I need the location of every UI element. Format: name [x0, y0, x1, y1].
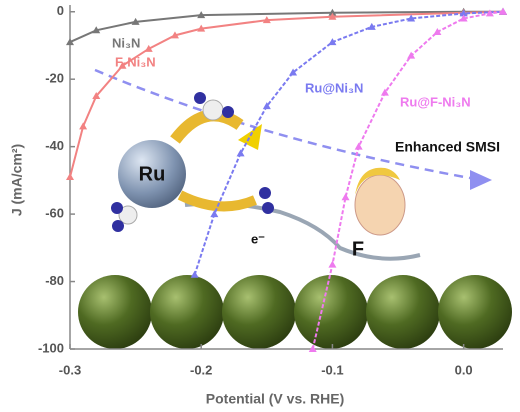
arrow-up — [170, 109, 244, 144]
y-tick-label: 0 — [57, 3, 64, 18]
annotation: F — [352, 238, 364, 260]
y-tick-label: -100 — [38, 340, 64, 355]
marker — [262, 102, 271, 110]
marker — [380, 88, 389, 96]
series-line — [193, 10, 504, 276]
series-label: F-Ni₃N — [115, 54, 156, 69]
f-character — [354, 174, 406, 236]
marker — [144, 44, 153, 52]
x-tick-label: 0.0 — [455, 362, 473, 377]
marker — [197, 11, 206, 19]
y-tick-label: -60 — [45, 206, 64, 221]
marker — [210, 210, 219, 218]
marker — [118, 61, 127, 69]
marker — [328, 8, 337, 16]
bolt — [238, 124, 262, 150]
annotation: Ru — [139, 163, 166, 185]
annotation: Enhanced SMSI — [395, 139, 500, 155]
marker — [131, 17, 140, 25]
marker — [433, 27, 442, 35]
arrowhead — [470, 170, 492, 190]
marker — [92, 26, 101, 34]
marker — [289, 68, 298, 76]
y-tick-label: -80 — [45, 273, 64, 288]
marker — [407, 51, 416, 59]
marker — [485, 9, 494, 17]
x-tick-label: -0.2 — [190, 362, 212, 377]
marker — [328, 38, 337, 46]
marker — [66, 173, 74, 180]
series-label: Ni₃N — [112, 35, 140, 50]
marker — [262, 16, 271, 24]
marker — [79, 122, 88, 130]
marker — [328, 260, 337, 268]
marker — [170, 31, 179, 39]
x-tick-label: -0.3 — [59, 362, 81, 377]
marker — [407, 14, 416, 22]
marker — [354, 142, 363, 150]
smsi-arrow — [94, 68, 471, 180]
x-axis-title: Potential (V vs. RHE) — [206, 391, 344, 407]
series-line — [311, 10, 504, 350]
marker — [341, 193, 350, 201]
marker — [328, 12, 337, 20]
marker — [459, 14, 468, 22]
y-axis-title: J (mA/cm²) — [9, 144, 25, 216]
series-label: Ru@F-Ni₃N — [400, 94, 471, 109]
series-label: Ru@Ni₃N — [305, 80, 363, 95]
marker — [197, 24, 206, 32]
y-tick-label: -20 — [45, 71, 64, 86]
support-spheres — [78, 275, 512, 349]
marker — [459, 9, 468, 17]
y-tick-label: -40 — [45, 138, 64, 153]
x-tick-label: -0.1 — [321, 362, 343, 377]
marker — [308, 345, 317, 352]
marker — [499, 7, 507, 15]
illustration — [78, 68, 512, 349]
marker — [66, 38, 74, 46]
marker — [367, 22, 376, 30]
marker — [92, 92, 101, 100]
annotation: e⁻ — [251, 231, 265, 246]
marker — [236, 149, 245, 157]
marker — [190, 270, 199, 278]
ru-atom — [118, 140, 186, 208]
